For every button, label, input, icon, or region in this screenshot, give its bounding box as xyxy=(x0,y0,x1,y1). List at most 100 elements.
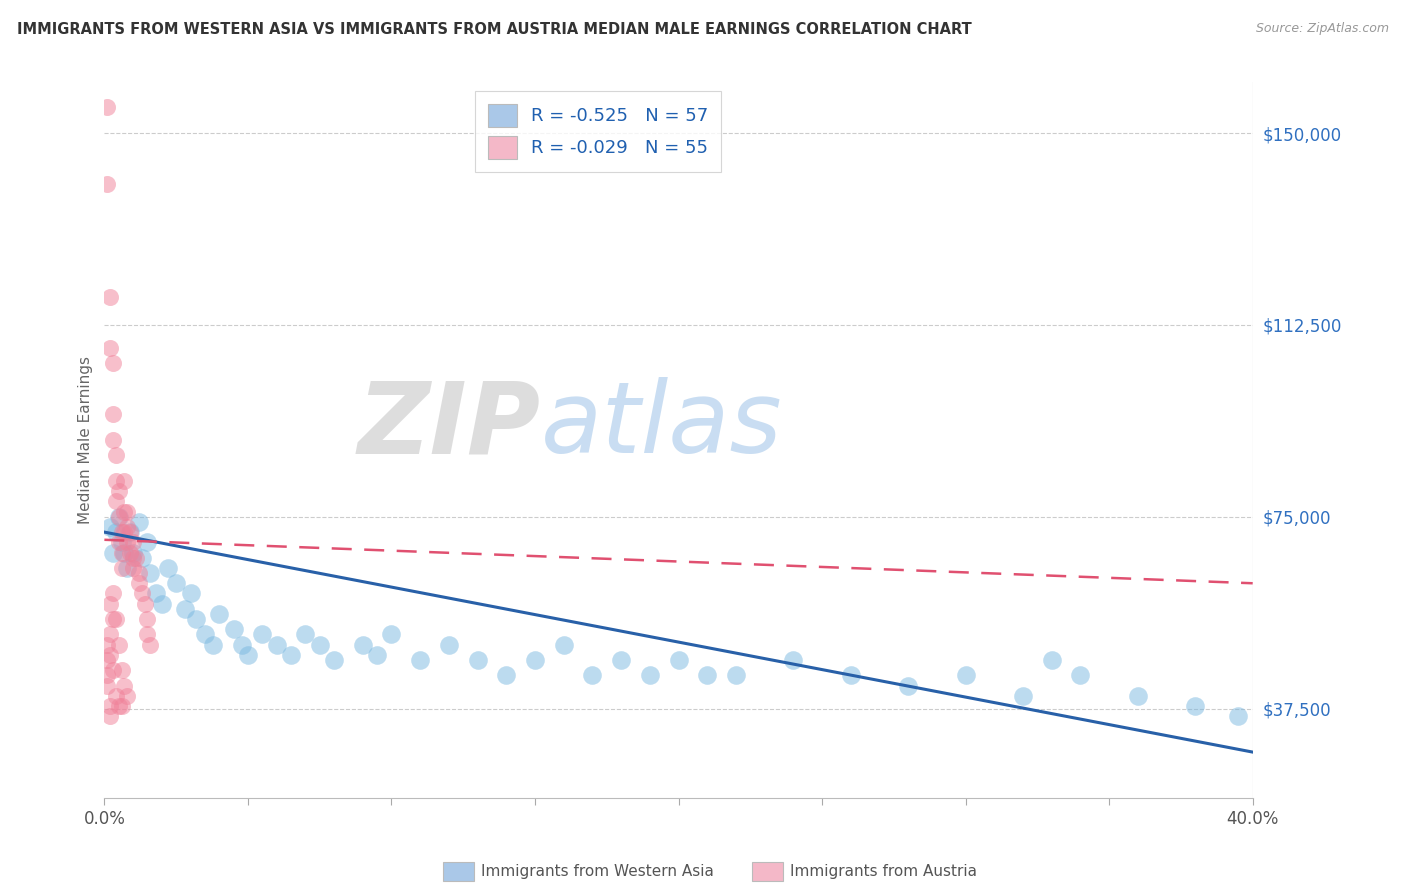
Point xyxy=(782,653,804,667)
Point xyxy=(117,689,139,703)
Point xyxy=(131,586,153,600)
Text: atlas: atlas xyxy=(541,377,782,475)
Point xyxy=(104,494,127,508)
Point xyxy=(1040,653,1063,667)
Point xyxy=(104,612,127,626)
Text: Source: ZipAtlas.com: Source: ZipAtlas.com xyxy=(1256,22,1389,36)
Point xyxy=(467,653,489,667)
Point xyxy=(437,638,460,652)
Text: IMMIGRANTS FROM WESTERN ASIA VS IMMIGRANTS FROM AUSTRIA MEDIAN MALE EARNINGS COR: IMMIGRANTS FROM WESTERN ASIA VS IMMIGRAN… xyxy=(17,22,972,37)
Point xyxy=(117,520,139,534)
Point xyxy=(610,653,633,667)
Point xyxy=(668,653,690,667)
Point xyxy=(96,100,118,114)
Point xyxy=(131,550,153,565)
Point xyxy=(104,474,127,488)
Point xyxy=(101,356,124,370)
Point xyxy=(294,627,316,641)
Point xyxy=(110,545,132,559)
Point xyxy=(110,525,132,540)
Y-axis label: Median Male Earnings: Median Male Earnings xyxy=(79,356,93,524)
Point xyxy=(323,653,346,667)
Point xyxy=(110,663,132,677)
Point xyxy=(1227,709,1250,723)
Point xyxy=(638,668,661,682)
Point xyxy=(266,638,288,652)
Point xyxy=(165,576,187,591)
Point xyxy=(122,561,145,575)
Point xyxy=(104,448,127,462)
Point xyxy=(1069,668,1091,682)
Point xyxy=(122,535,145,549)
Point xyxy=(696,668,718,682)
Point xyxy=(101,663,124,677)
Point xyxy=(553,638,575,652)
Point xyxy=(107,509,129,524)
Point xyxy=(366,648,388,662)
Point xyxy=(110,561,132,575)
Point xyxy=(1012,689,1035,703)
Point xyxy=(98,597,121,611)
Point xyxy=(114,525,136,540)
Point xyxy=(114,679,136,693)
Point xyxy=(117,505,139,519)
Point xyxy=(897,679,920,693)
Point xyxy=(104,525,127,540)
Point xyxy=(114,505,136,519)
Point xyxy=(724,668,747,682)
Point xyxy=(156,561,179,575)
Point xyxy=(101,433,124,447)
Point xyxy=(236,648,259,662)
Point xyxy=(524,653,547,667)
Point xyxy=(208,607,231,621)
Point xyxy=(101,612,124,626)
Point xyxy=(128,576,150,591)
Legend: R = -0.525   N = 57, R = -0.029   N = 55: R = -0.525 N = 57, R = -0.029 N = 55 xyxy=(475,91,721,171)
Point xyxy=(202,638,225,652)
Point xyxy=(104,689,127,703)
Point xyxy=(96,653,118,667)
Point xyxy=(139,638,162,652)
Point xyxy=(117,561,139,575)
Point xyxy=(98,699,121,714)
Point xyxy=(98,627,121,641)
Point xyxy=(96,668,118,682)
Point xyxy=(107,509,129,524)
Point xyxy=(955,668,977,682)
Point xyxy=(98,709,121,723)
Point xyxy=(96,178,118,192)
Point xyxy=(125,550,148,565)
Point xyxy=(110,699,132,714)
Point xyxy=(495,668,517,682)
Point xyxy=(110,535,132,549)
Point xyxy=(101,586,124,600)
Point xyxy=(352,638,374,652)
Point xyxy=(409,653,432,667)
Text: Immigrants from Austria: Immigrants from Austria xyxy=(790,864,977,879)
Point xyxy=(107,638,129,652)
Point xyxy=(98,290,121,304)
Point xyxy=(128,515,150,529)
Point xyxy=(120,545,142,559)
Point xyxy=(145,586,167,600)
Point xyxy=(222,623,245,637)
Point xyxy=(122,550,145,565)
Point xyxy=(96,638,118,652)
Text: ZIP: ZIP xyxy=(357,377,541,475)
Point xyxy=(101,408,124,422)
Point xyxy=(139,566,162,580)
Point xyxy=(101,545,124,559)
Point xyxy=(252,627,274,641)
Point xyxy=(128,566,150,580)
Point xyxy=(194,627,217,641)
Point xyxy=(380,627,402,641)
Point xyxy=(122,545,145,559)
Point xyxy=(98,648,121,662)
Point xyxy=(136,612,159,626)
Point xyxy=(136,535,159,549)
Point xyxy=(107,699,129,714)
Point xyxy=(173,602,195,616)
Point xyxy=(120,525,142,540)
Point xyxy=(107,484,129,499)
Point xyxy=(114,474,136,488)
